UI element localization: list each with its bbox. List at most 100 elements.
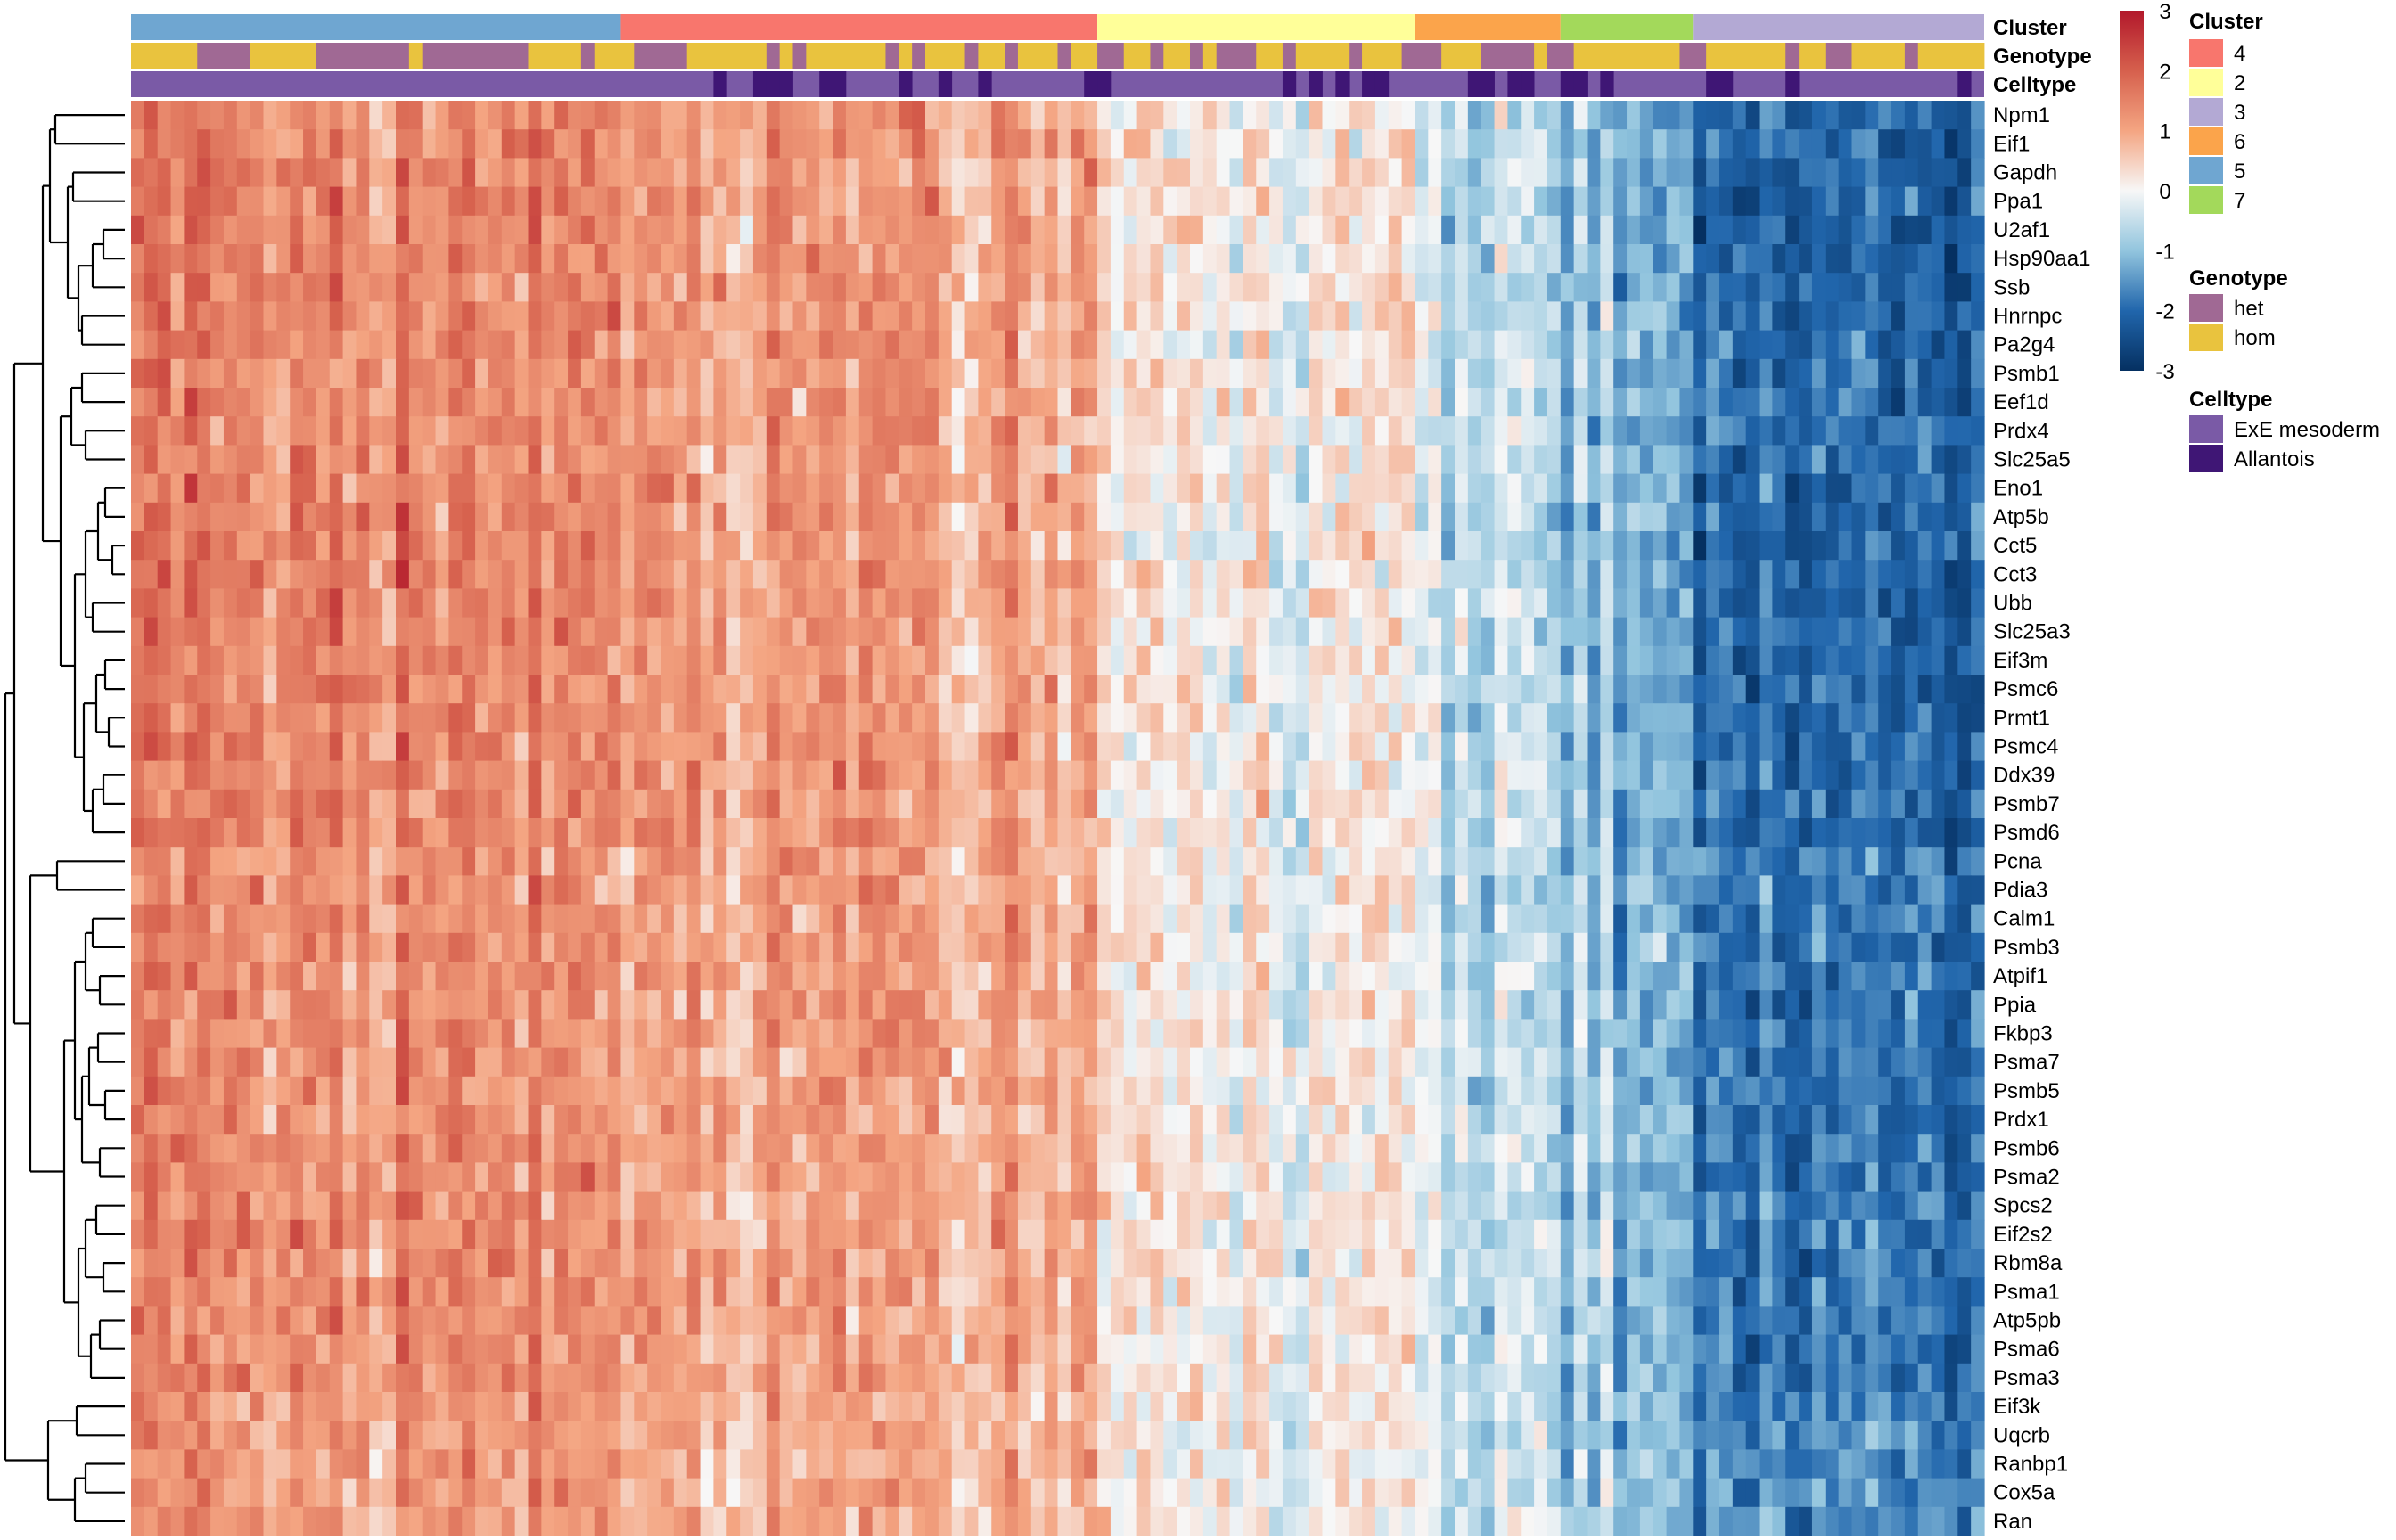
heatmap-cell <box>1957 186 1972 217</box>
heatmap-cell <box>925 703 940 733</box>
heatmap-cell <box>1335 875 1350 905</box>
heatmap-cell <box>1309 875 1324 905</box>
heatmap-cell <box>833 129 847 159</box>
heatmap-cell <box>1666 445 1681 475</box>
heatmap-cell <box>422 158 437 188</box>
heatmap-cell <box>1110 473 1125 504</box>
heatmap-cell <box>1190 932 1204 962</box>
heatmap-cell <box>1017 244 1032 274</box>
heatmap-cell <box>1401 473 1416 504</box>
heatmap-cell <box>1044 818 1059 848</box>
heatmap-cell <box>661 932 675 962</box>
celltype-annotation-background <box>131 71 1984 97</box>
heatmap-cell <box>1256 818 1270 848</box>
heatmap-cell <box>1904 531 1919 561</box>
heatmap-cell <box>1322 617 1336 647</box>
celltype-annotation-cell <box>1957 71 1972 97</box>
heatmap-cell <box>528 273 542 302</box>
heatmap-cell <box>1282 818 1297 848</box>
heatmap-cell <box>1799 962 1813 991</box>
heatmap-cell <box>951 445 966 475</box>
heatmap-cell <box>1282 904 1297 934</box>
heatmap-cell <box>1931 301 1946 332</box>
heatmap-cell <box>1243 1047 1257 1077</box>
heatmap-cell <box>144 847 159 876</box>
heatmap-cell <box>885 1019 899 1049</box>
heatmap-cell <box>1150 588 1164 618</box>
heatmap-cell <box>157 617 172 647</box>
heatmap-cell <box>1587 560 1601 589</box>
heatmap-cell <box>144 1019 159 1049</box>
heatmap-cell <box>1653 388 1668 417</box>
heatmap-cell <box>1547 990 1562 1020</box>
heatmap-cell <box>408 244 423 274</box>
heatmap-cell <box>1666 904 1681 934</box>
heatmap-cell <box>1123 1019 1138 1049</box>
heatmap-cell <box>1878 1047 1892 1077</box>
heatmap-cell <box>435 617 449 647</box>
heatmap-cell <box>858 732 874 762</box>
heatmap-cell <box>1467 445 1482 475</box>
heatmap-cell <box>779 215 794 245</box>
heatmap-cell <box>607 875 622 905</box>
heatmap-cell <box>1745 645 1760 676</box>
heatmap-cell <box>369 502 383 532</box>
annotation-label-cluster: Cluster <box>1993 16 2067 40</box>
heatmap-cell <box>541 1047 555 1077</box>
heatmap-cell <box>1388 330 1403 360</box>
heatmap-cell <box>634 1047 648 1077</box>
heatmap-cell <box>752 445 767 475</box>
heatmap-cell <box>1335 445 1350 475</box>
heatmap-cell <box>1136 847 1152 876</box>
heatmap-cell <box>1057 703 1071 733</box>
heatmap-cell <box>1785 502 1800 532</box>
heatmap-cell <box>131 990 145 1020</box>
heatmap-cell <box>1799 445 1813 475</box>
genotype-annotation-cell <box>1547 43 1575 69</box>
heatmap-cell <box>1639 932 1654 962</box>
heatmap-cell <box>1177 416 1191 446</box>
heatmap-cell <box>263 445 277 475</box>
heatmap-cell <box>1243 818 1257 848</box>
heatmap-cell <box>1534 760 1548 790</box>
heatmap-cell <box>1534 962 1548 991</box>
heatmap-cell <box>740 588 754 618</box>
heatmap-cell <box>501 904 516 934</box>
heatmap-cell <box>1772 101 1786 130</box>
heatmap-cell <box>197 617 211 647</box>
heatmap-cell <box>1706 588 1720 618</box>
heatmap-cell <box>1573 330 1588 360</box>
heatmap-cell <box>1534 560 1548 589</box>
heatmap-cell <box>528 789 542 819</box>
heatmap-cell <box>1110 732 1125 762</box>
heatmap-cell <box>819 645 833 676</box>
heatmap-cell <box>1084 588 1098 618</box>
heatmap-cell <box>475 330 489 360</box>
heatmap-cell <box>1017 158 1032 188</box>
heatmap-cell <box>1785 847 1800 876</box>
heatmap-cell <box>1150 330 1164 360</box>
heatmap-cell <box>448 875 463 905</box>
heatmap-cell <box>1362 990 1376 1020</box>
heatmap-cell <box>1243 416 1257 446</box>
heatmap-cell <box>1706 186 1720 217</box>
heatmap-cell <box>858 445 874 475</box>
heatmap-cell <box>938 358 953 389</box>
heatmap-cell <box>170 445 185 475</box>
heatmap-cell <box>951 932 966 962</box>
heatmap-cell <box>1163 531 1177 561</box>
heatmap-cell <box>964 560 979 589</box>
heatmap-cell <box>170 932 185 962</box>
heatmap-cell <box>1229 129 1243 159</box>
heatmap-cell <box>938 645 953 676</box>
heatmap-cell <box>1917 560 1932 589</box>
heatmap-cell <box>329 645 344 676</box>
heatmap-cell <box>594 990 609 1020</box>
heatmap-cell <box>1428 645 1442 676</box>
heatmap-cell <box>1388 158 1403 188</box>
heatmap-cell <box>1560 158 1575 188</box>
heatmap-cell <box>964 502 979 532</box>
heatmap-cell <box>1441 588 1456 618</box>
heatmap-cell <box>819 129 833 159</box>
celltype-annotation-cell <box>1719 71 1734 97</box>
